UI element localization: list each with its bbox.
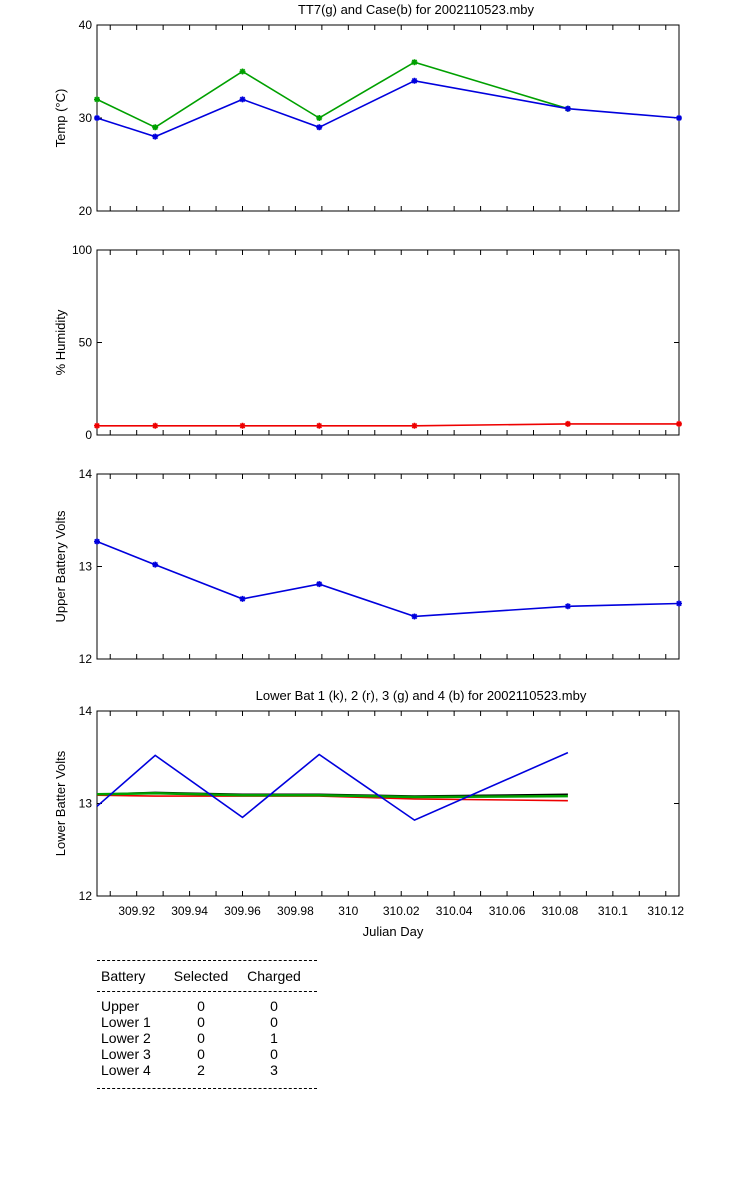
data-point — [564, 603, 571, 610]
series-line-1 — [97, 423, 679, 427]
data-point — [239, 422, 246, 429]
y-tick-label: 14 — [79, 704, 93, 718]
y-tick-label: 30 — [79, 111, 93, 125]
charts-canvas: 20 30 40 TT7(g) and Case(b) for 2002110523.… — [53, 2, 684, 939]
chart-panel-2: 0 50 100 % Humidity — [53, 243, 682, 442]
header-charged: Charged — [247, 968, 301, 984]
table-rule-top — [97, 960, 317, 961]
data-point — [316, 581, 323, 588]
data-point — [152, 124, 159, 131]
table-body: Upper 0 0 Lower 1 0 0 Lower 2 0 1 Lower … — [97, 992, 317, 1088]
data-point — [152, 422, 159, 429]
y-tick-label: 50 — [79, 336, 93, 350]
y-tick-label: 14 — [79, 467, 93, 481]
row-selected-value: 0 — [197, 998, 205, 1014]
data-point — [411, 422, 418, 429]
y-axis-label: % Humidity — [53, 309, 68, 375]
chart-panel-4: 12 13 14 309.92 309.94 309.96 309.98 310 310.02 3… — [53, 688, 684, 939]
x-tick-label: 310.08 — [542, 904, 579, 918]
data-point — [676, 115, 682, 121]
x-tick-label: 310.02 — [383, 904, 420, 918]
row-battery-name: Lower 3 — [101, 1046, 151, 1062]
y-tick-label: 40 — [79, 18, 93, 32]
data-point — [239, 595, 246, 602]
table-row-lower-4: Lower 4 2 3 — [97, 1062, 317, 1078]
y-axis-label: Upper Battery Volts — [53, 510, 68, 622]
y-axis-label: Lower Batter Volts — [53, 750, 68, 856]
row-selected-value: 2 — [197, 1062, 205, 1078]
row-charged-value: 0 — [270, 998, 278, 1014]
plot-frame — [96, 473, 680, 660]
y-tick-label: 20 — [79, 204, 93, 218]
row-selected-value: 0 — [197, 1046, 205, 1062]
chart-panel-3: 12 13 14 Upper Battery Volts — [53, 467, 682, 666]
data-point — [411, 613, 418, 620]
data-point — [94, 115, 100, 121]
x-tick-label: 310.12 — [647, 904, 684, 918]
chart-title: TT7(g) and Case(b) for 2002110523.mby — [298, 2, 535, 17]
x-tick-label: 310 — [338, 904, 358, 918]
battery-table: Battery Selected Charged Upper 0 0 Lower… — [97, 960, 317, 1089]
data-point — [94, 422, 100, 429]
table-row-lower-3: Lower 3 0 0 — [97, 1046, 317, 1062]
data-point — [564, 105, 571, 112]
data-point — [239, 68, 246, 75]
data-point — [676, 600, 682, 607]
row-battery-name: Lower 1 — [101, 1014, 151, 1030]
y-tick-label: 12 — [79, 652, 93, 666]
row-charged-value: 0 — [270, 1014, 278, 1030]
table-row-lower-1: Lower 1 0 0 — [97, 1014, 317, 1030]
data-point — [564, 420, 571, 427]
y-tick-label: 100 — [72, 243, 92, 257]
data-point — [316, 124, 323, 131]
data-point — [239, 96, 246, 103]
data-point — [411, 77, 418, 84]
data-point — [152, 561, 159, 568]
x-axis-label: Julian Day — [363, 924, 424, 939]
data-point — [316, 115, 323, 121]
table-row-upper: Upper 0 0 — [97, 998, 317, 1014]
row-charged-value: 3 — [270, 1062, 278, 1078]
table-header-row: Battery Selected Charged — [97, 961, 317, 991]
chart-panel-1: 20 30 40 TT7(g) and Case(b) for 2002110523.… — [53, 2, 682, 218]
row-charged-value: 0 — [270, 1046, 278, 1062]
x-tick-label: 310.1 — [598, 904, 628, 918]
x-tick-label: 309.92 — [118, 904, 155, 918]
x-tick-label: 309.96 — [224, 904, 261, 918]
table-rule-mid — [97, 991, 317, 992]
table-rule-bottom — [97, 1088, 317, 1089]
header-battery: Battery — [101, 968, 146, 984]
x-tick-label: 310.04 — [436, 904, 473, 918]
x-tick-label: 309.98 — [277, 904, 314, 918]
y-tick-label: 13 — [79, 797, 93, 811]
x-tick-label: 309.94 — [171, 904, 208, 918]
row-battery-name: Upper — [101, 998, 140, 1014]
row-charged-value: 1 — [270, 1030, 278, 1046]
row-battery-name: Lower 4 — [101, 1062, 151, 1078]
x-tick-label: 310.06 — [489, 904, 526, 918]
plot-frame — [96, 24, 680, 212]
chart-title: Lower Bat 1 (k), 2 (r), 3 (g) and 4 (b) … — [256, 688, 587, 703]
data-point — [676, 420, 682, 427]
data-point — [152, 133, 159, 140]
y-tick-label: 13 — [79, 560, 93, 574]
plot-frame — [96, 710, 680, 897]
data-point — [94, 96, 100, 103]
data-point — [94, 538, 100, 545]
series-line-3 — [96, 792, 568, 799]
data-point — [316, 422, 323, 429]
y-tick-label: 0 — [85, 428, 92, 442]
y-tick-label: 12 — [79, 889, 93, 903]
row-selected-value: 0 — [197, 1030, 205, 1046]
row-selected-value: 0 — [197, 1014, 205, 1030]
series-line-1 — [96, 61, 569, 129]
plot-frame — [96, 249, 680, 436]
data-point — [411, 59, 418, 66]
y-axis-label: Temp (°C) — [53, 89, 68, 148]
row-battery-name: Lower 2 — [101, 1030, 151, 1046]
series-line-1 — [96, 540, 680, 618]
series-line-4 — [96, 751, 569, 822]
table-row-lower-2: Lower 2 0 1 — [97, 1030, 317, 1046]
header-selected: Selected — [173, 968, 229, 984]
